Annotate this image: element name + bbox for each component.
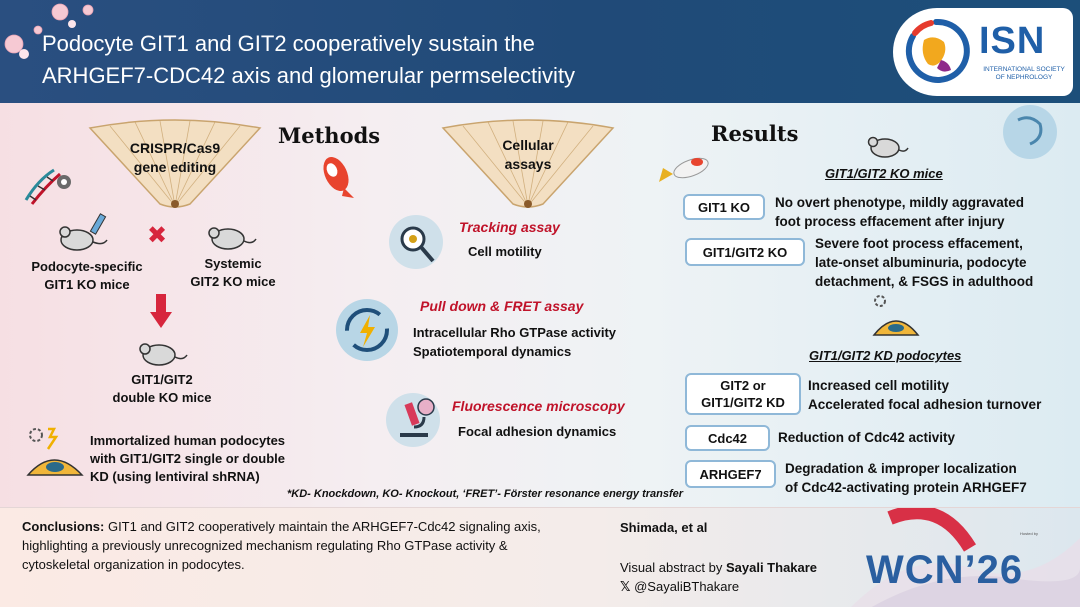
tracking-icon <box>389 215 443 269</box>
double-ko-label: GIT1/GIT2 double KO mice <box>112 372 212 405</box>
folding-fan-icon <box>88 119 262 208</box>
folding-fan-icon <box>441 119 615 208</box>
assay-title: Tracking assay <box>459 219 560 235</box>
footer <box>0 507 1080 607</box>
result-box-git1-git2-ko: GIT1/GIT2 KO <box>685 238 805 266</box>
dna-icon <box>24 168 71 205</box>
result-box-cdc42: Cdc42 <box>685 425 770 451</box>
systemic-ko-label: Systemic GIT2 KO mice <box>190 256 276 289</box>
podocyte-cell-icon <box>26 427 84 476</box>
assay-desc: Intracellular Rho GTPase activity Spatio… <box>413 325 617 359</box>
hosted-by-label: Hosted by <box>1020 531 1039 536</box>
result-text: No overt phenotype, mildly aggravated fo… <box>775 195 1025 229</box>
crispr-label: CRISPR/Cas9 gene editing <box>129 140 221 175</box>
isn-logo: ISN INTERNATIONAL SOCIETY OF NEPHROLOGY <box>893 8 1073 96</box>
assay-title: Pull down & FRET assay <box>420 298 584 314</box>
isn-logo-subtitle: INTERNATIONAL SOCIETY OF NEPHROLOGY <box>983 66 1065 81</box>
assays-label: Cellular assays <box>502 137 554 172</box>
visual-abstract-credit: Visual abstract by Sayali Thakare <box>620 560 818 575</box>
wcn-logo: WCN’26 <box>866 548 1024 592</box>
result-text: Severe foot process effacement, late-ons… <box>815 236 1034 289</box>
koi-fish-icon <box>323 157 354 198</box>
x-logo-icon: 𝕏 <box>620 579 631 594</box>
methods-heading: Methods <box>278 123 381 148</box>
mouse-icon <box>208 227 257 250</box>
title-line: ARHGEF7-CDC42 axis and glomerular permse… <box>42 63 576 88</box>
podocyte-ko-label: Podocyte-specific GIT1 KO mice <box>31 259 143 292</box>
kidney-emblem-icon <box>1003 105 1057 159</box>
double-ko-mouse-icon <box>139 343 188 366</box>
result-box-git1-ko: GIT1 KO <box>683 194 765 220</box>
footnote: *KD- Knockdown, KO- Knockout, ‘FRET’- Fö… <box>287 488 684 500</box>
results-heading: Results <box>711 121 799 146</box>
assay-desc: Cell motility <box>468 244 542 259</box>
down-arrow-icon <box>150 294 172 328</box>
wave-decoration-icon <box>851 508 1080 607</box>
cell-model-label: Immortalized human podocytes with GIT1/G… <box>90 433 286 484</box>
podocyte-results-heading: GIT1/GIT2 KD podocytes <box>809 348 962 363</box>
assay-desc: Focal adhesion dynamics <box>458 424 617 439</box>
isn-logo-text: ISN <box>979 20 1046 62</box>
conclusion-label: Conclusions: <box>22 519 105 534</box>
podocyte-cell-icon <box>872 295 920 336</box>
title-line: Podocyte GIT1 and GIT2 cooperatively sus… <box>42 31 535 56</box>
mouse-syringe-icon <box>59 213 108 251</box>
result-box-arhgef7: ARHGEF7 <box>685 460 776 488</box>
mouse-icon <box>867 136 909 158</box>
refresh-lightning-icon <box>336 299 398 361</box>
conclusion-text: Conclusions: GIT1 and GIT2 cooperatively… <box>22 519 541 572</box>
koi-fish-icon <box>659 157 709 182</box>
page-title: Podocyte GIT1 and GIT2 cooperatively sus… <box>42 28 802 92</box>
result-box-git2-kd: GIT2 or GIT1/GIT2 KD <box>685 373 801 415</box>
microscope-icon <box>386 393 440 447</box>
result-text: Reduction of Cdc42 activity <box>778 430 956 445</box>
cherry-blossom-icon <box>4 3 94 59</box>
assay-title: Fluorescence microscopy <box>452 398 625 414</box>
header-banner: Podocyte GIT1 and GIT2 cooperatively sus… <box>0 0 1080 103</box>
cross-icon: ✖ <box>147 222 168 249</box>
twitter-handle[interactable]: 𝕏 @SayaliBThakare <box>620 579 740 594</box>
result-text: Increased cell motility Accelerated foca… <box>808 378 1042 412</box>
mice-results-heading: GIT1/GIT2 KO mice <box>825 166 943 181</box>
isn-globe-icon <box>905 18 970 83</box>
author-credit: Shimada, et al <box>620 520 708 535</box>
result-text: Degradation & improper localization of C… <box>785 461 1027 495</box>
